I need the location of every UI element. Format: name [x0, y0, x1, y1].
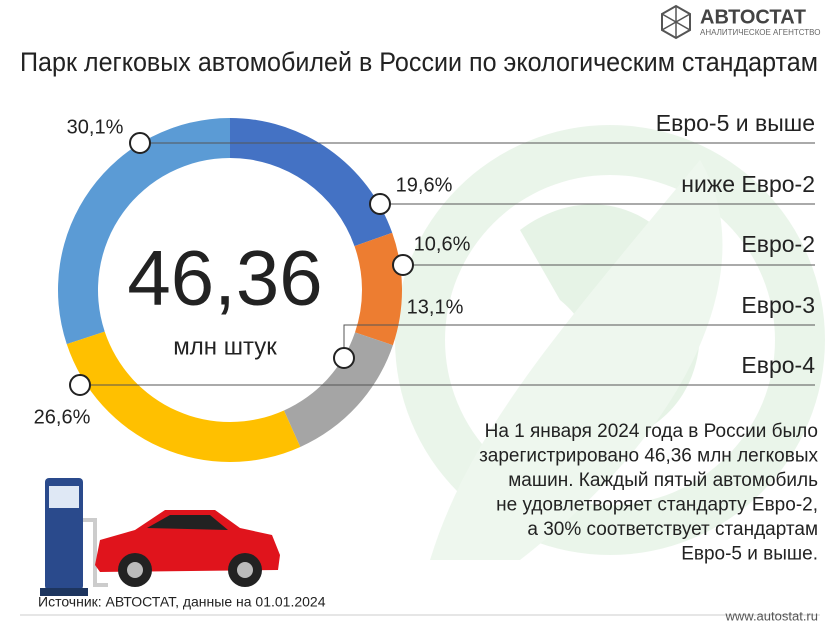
source: Источник: АВТОСТАТ, данные на 01.01.2024 [38, 594, 326, 610]
donut-segment [57, 118, 230, 345]
marker [392, 254, 414, 276]
description-line: машин. Каждый пятый автомобиль [508, 470, 818, 491]
description-line: зарегистрировано 46,36 млн легковых [479, 446, 818, 467]
legend-label: Евро-3 [741, 292, 815, 318]
donut-segment [354, 232, 402, 346]
donut-segment [66, 331, 301, 462]
value-label: 13,1% [407, 296, 464, 318]
value-label: 19,6% [396, 174, 453, 196]
total: 46,36 [127, 234, 322, 322]
url: www.autostat.ru [725, 608, 819, 623]
marker [129, 132, 151, 154]
chart-title: Парк легковых автомобилей в России по эк… [20, 47, 818, 77]
value-label: 30,1% [67, 116, 124, 138]
donut-segment [283, 332, 393, 447]
legend-label: Евро-4 [741, 352, 815, 378]
value-label: 10,6% [414, 233, 471, 255]
description-line: Евро-5 и выше. [681, 544, 818, 565]
brand: АВТОСТАТ [700, 6, 806, 28]
fuel-pump [40, 478, 108, 596]
logo [661, 4, 691, 40]
brand-subtitle: АНАЛИТИЧЕСКОЕ АГЕНТСТВО [700, 28, 820, 37]
marker [69, 374, 91, 396]
marker [369, 193, 391, 215]
description-line: а 30% соответствует стандартам [527, 519, 818, 540]
legend-label: ниже Евро-2 [681, 171, 815, 197]
marker [333, 347, 355, 369]
description-line: не удовлетворяет стандарту Евро-2, [496, 495, 818, 516]
legend-label: Евро-5 и выше [656, 110, 815, 136]
description-line: На 1 января 2024 года в России было [485, 421, 818, 442]
donut-segment [230, 118, 393, 247]
value-label: 26,6% [34, 406, 91, 428]
car [95, 510, 280, 587]
watermark [395, 125, 825, 560]
description: На 1 января 2024 года в России было зарег… [479, 421, 818, 565]
legend-label: Евро-2 [741, 231, 815, 257]
total-unit: млн штук [173, 333, 277, 360]
